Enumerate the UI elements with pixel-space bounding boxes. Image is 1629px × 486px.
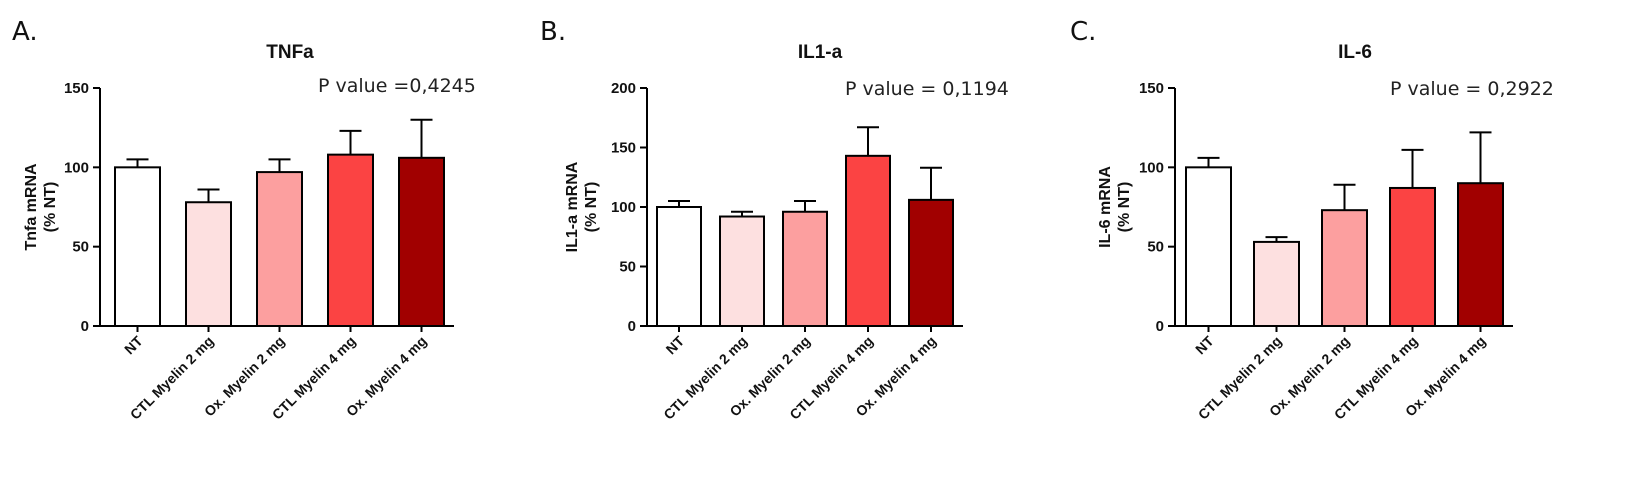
bar-5 [908, 198, 954, 327]
bar-1 [1185, 166, 1232, 327]
p-value-annotation: P value = 0,1194 [845, 78, 1009, 100]
bar-2 [719, 215, 765, 328]
y-tick-label: 50 [1147, 239, 1164, 256]
y-tick-label: 100 [611, 199, 636, 216]
bar-3 [1321, 209, 1368, 328]
y-axis-label-line: (% NT) [583, 182, 600, 233]
bar-2 [1253, 240, 1300, 327]
y-axis-label: IL1-a mRNA (% NT) [564, 161, 600, 252]
panel-letter: A. [12, 17, 38, 47]
y-tick-label: 150 [64, 80, 89, 97]
bar-4 [1389, 186, 1436, 327]
y-axis-label-line: IL1-a mRNA [564, 161, 581, 252]
y-tick-label: 0 [628, 318, 636, 335]
y-axis-label-line: IL-6 mRNA [1097, 166, 1114, 248]
p-value-annotation: P value = 0,2922 [1390, 78, 1554, 100]
y-tick-label: 100 [1139, 159, 1164, 176]
y-tick-label: 200 [611, 80, 636, 97]
y-axis-label-line: Tnfa mRNA [23, 163, 40, 251]
y-tick-label: 100 [64, 159, 89, 176]
bar-3 [256, 171, 303, 327]
bar-2 [185, 201, 232, 328]
panel-letter: C. [1070, 17, 1096, 47]
bar-5 [1457, 182, 1504, 327]
y-axis-label-line: (% NT) [42, 182, 59, 233]
y-axis-label: IL-6 mRNA (% NT) [1097, 166, 1133, 248]
x-category-label: NT [1192, 332, 1217, 357]
panel-letter: B. [540, 17, 566, 47]
bar-1 [656, 206, 702, 327]
bar-3 [782, 210, 828, 327]
chart-title: TNFa [266, 42, 314, 63]
chart-title: IL1-a [798, 42, 843, 63]
bar-1 [114, 166, 161, 327]
bar-4 [845, 154, 891, 327]
y-tick-label: 150 [611, 140, 636, 157]
y-tick-label: 0 [1156, 318, 1164, 335]
bar-4 [327, 153, 374, 327]
y-tick-label: 0 [81, 318, 89, 335]
p-value-annotation: P value =0,4245 [318, 75, 476, 97]
y-axis-label-line: (% NT) [1116, 182, 1133, 233]
y-tick-label: 50 [619, 259, 636, 276]
x-category-label: NT [663, 332, 688, 357]
y-tick-label: 150 [1139, 80, 1164, 97]
chart-title: IL-6 [1338, 42, 1372, 63]
y-tick-label: 50 [72, 239, 89, 256]
chart-panel-2: B. IL1-aP value = 0,1194 IL1-a mRNA (% NT) 0… [540, 17, 1009, 423]
chart-panel-3: C. IL-6 P value = 0,2922 IL-6 mRNA (% NT) 0 50… [1070, 17, 1554, 423]
y-axis-label: Tnfa mRNA (% NT) [23, 163, 59, 251]
x-category-label: NT [121, 332, 146, 357]
bar-5 [398, 156, 445, 327]
